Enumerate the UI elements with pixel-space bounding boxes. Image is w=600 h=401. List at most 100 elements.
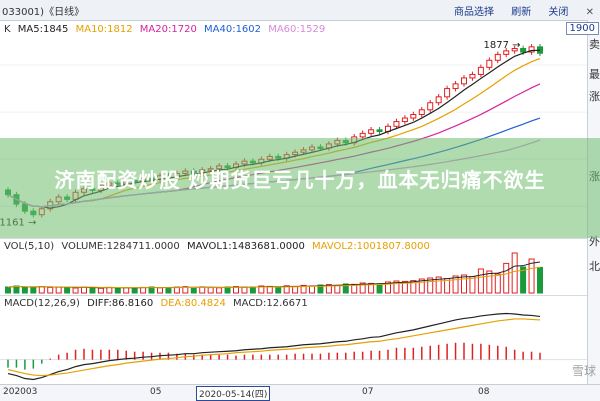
kline-label: K bbox=[4, 24, 11, 35]
volume-panel[interactable]: VOL(5,10) VOLUME:1284711.0000 MAVOL1:148… bbox=[0, 239, 587, 296]
volume-bar bbox=[477, 268, 484, 294]
ma10-label: MA10:1812 bbox=[75, 24, 133, 35]
volume-bar bbox=[503, 262, 510, 294]
volume-bar bbox=[157, 287, 163, 294]
side-label: 涨 bbox=[589, 90, 600, 103]
date-axis: 202003 05 2020-05-14(四) 07 08 bbox=[0, 384, 600, 401]
volume-bar bbox=[520, 266, 527, 294]
macd-chart bbox=[0, 312, 587, 381]
ma-legend: K MA5:1845 MA10:1812 MA20:1720 MA40:1602… bbox=[4, 24, 329, 35]
volume-bar bbox=[216, 287, 223, 294]
diff-line bbox=[7, 312, 541, 381]
volume-bar bbox=[342, 283, 349, 294]
refresh-link[interactable]: 刷新 bbox=[511, 7, 532, 18]
candle-body bbox=[477, 66, 484, 75]
volume-bar bbox=[249, 286, 256, 294]
volume-bar bbox=[30, 286, 37, 294]
volume-bar bbox=[325, 284, 332, 294]
close-icon[interactable]: ✕ bbox=[585, 7, 594, 18]
mavol1-line bbox=[7, 261, 541, 289]
vol-indicator-label: VOL(5,10) bbox=[4, 241, 55, 252]
volume-bar bbox=[452, 275, 459, 294]
volume-bar bbox=[47, 286, 54, 294]
volume-bar bbox=[21, 286, 28, 294]
volume-bar bbox=[469, 276, 476, 294]
candle-body bbox=[520, 48, 527, 53]
volume-bar bbox=[486, 270, 493, 294]
mavol1-value: MAVOL1:1483681.0000 bbox=[186, 241, 305, 252]
side-label: 外 bbox=[589, 235, 600, 248]
candle-body bbox=[401, 117, 408, 123]
mavol2-line bbox=[7, 267, 541, 289]
volume-bar bbox=[376, 283, 383, 294]
diff-value: DIFF:86.8160 bbox=[87, 298, 154, 309]
volume-bar bbox=[199, 286, 206, 294]
candle-body bbox=[410, 114, 417, 119]
side-label: 最 bbox=[589, 68, 600, 81]
candle-body bbox=[461, 77, 467, 85]
volume-bar bbox=[435, 276, 442, 294]
candle-body bbox=[469, 73, 476, 79]
volume-chart bbox=[5, 252, 543, 294]
candle-body bbox=[494, 53, 501, 61]
security-code-label: 033001)《日线》 bbox=[2, 7, 85, 18]
volume-bar bbox=[224, 286, 231, 294]
macd-indicator-label: MACD(12,26,9) bbox=[4, 298, 80, 309]
candle-body bbox=[418, 109, 425, 115]
window-titlebar: 033001)《日线》 商品选择 刷新 关闭 ✕ bbox=[0, 0, 600, 21]
candle-body bbox=[486, 59, 493, 68]
volume-bar bbox=[511, 252, 518, 294]
volume-bar bbox=[309, 285, 315, 294]
candle-body bbox=[359, 132, 366, 138]
volume-bar bbox=[165, 287, 172, 294]
volume-bar bbox=[131, 287, 138, 294]
selected-date[interactable]: 2020-05-14(四) bbox=[196, 386, 271, 401]
volume-bar bbox=[317, 284, 324, 294]
candle-body bbox=[435, 96, 442, 104]
volume-bar bbox=[292, 286, 299, 294]
volume-bar bbox=[275, 286, 282, 294]
macd-value: MACD:12.6671 bbox=[233, 298, 308, 309]
volume-bar bbox=[140, 286, 147, 294]
volume-bar bbox=[418, 278, 425, 294]
candle-body bbox=[503, 50, 510, 55]
candle-body bbox=[393, 121, 400, 127]
overlay-banner bbox=[0, 138, 600, 238]
volume-bar bbox=[64, 287, 71, 294]
watermark: 雪球 bbox=[571, 364, 596, 378]
candle-body bbox=[368, 129, 375, 134]
ma5-label: MA5:1845 bbox=[17, 24, 69, 35]
candle-body bbox=[452, 83, 459, 90]
candle-body bbox=[444, 88, 451, 98]
volume-bar bbox=[123, 287, 130, 294]
date-tick: 202003 bbox=[3, 387, 38, 397]
volume-bar bbox=[393, 280, 400, 294]
toolbar-links: 商品选择 刷新 关闭 ✕ bbox=[440, 3, 594, 18]
ma40-label: MA40:1602 bbox=[204, 24, 262, 35]
dea-value: DEA:80.4824 bbox=[160, 298, 226, 309]
date-tick: 08 bbox=[478, 387, 490, 397]
dea-line bbox=[7, 318, 541, 377]
volume-bar bbox=[148, 286, 155, 294]
close-link[interactable]: 关闭 bbox=[548, 7, 569, 18]
volume-bar bbox=[528, 258, 535, 294]
ma60-label: MA60:1529 bbox=[268, 24, 326, 35]
volume-bar bbox=[537, 266, 543, 294]
volume-bar bbox=[368, 282, 375, 294]
volume-bar bbox=[300, 284, 307, 294]
volume-bar bbox=[72, 287, 79, 294]
volume-bar bbox=[55, 286, 62, 294]
volume-value: VOLUME:1284711.0000 bbox=[61, 241, 180, 252]
mavol2-value: MAVOL2:1001807.8000 bbox=[312, 241, 430, 252]
macd-panel[interactable]: MACD(12,26,9) DIFF:86.8160 DEA:80.4824 M… bbox=[0, 296, 587, 384]
candle-body bbox=[376, 129, 383, 132]
volume-bar bbox=[283, 285, 290, 294]
volume-bar bbox=[410, 280, 417, 294]
volume-bar bbox=[97, 287, 104, 294]
candle-body bbox=[427, 102, 434, 111]
volume-bar bbox=[385, 281, 391, 294]
volume-bar bbox=[359, 282, 366, 294]
volume-bar bbox=[334, 284, 341, 294]
volume-bar bbox=[461, 274, 467, 294]
select-commodity-link[interactable]: 商品选择 bbox=[454, 7, 495, 18]
